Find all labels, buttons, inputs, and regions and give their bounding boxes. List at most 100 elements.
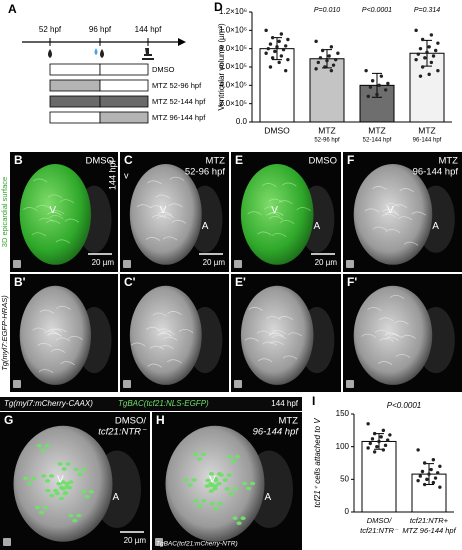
texture — [146, 326, 161, 331]
texture — [392, 204, 408, 209]
regimen-bar — [99, 63, 149, 76]
panel-letter: C — [124, 153, 133, 167]
texture — [372, 186, 387, 191]
data-point — [366, 446, 370, 450]
cell-nucleus — [196, 457, 203, 462]
cell-nucleus — [245, 486, 252, 491]
data-point — [372, 450, 377, 454]
texture — [39, 309, 54, 314]
texture — [32, 327, 47, 332]
bar — [361, 440, 397, 513]
timepoint-label: 96 hpf — [89, 25, 112, 34]
x-tick-label: MTZ 96-144 hpf — [402, 526, 456, 535]
data-point — [418, 46, 423, 51]
texture — [384, 211, 400, 216]
texture — [155, 194, 171, 199]
texture — [156, 215, 172, 220]
data-point — [279, 54, 284, 58]
cell-nucleus — [36, 443, 42, 448]
condition-label: 52-96 hpf — [185, 167, 226, 178]
cell-nucleus — [80, 489, 86, 494]
data-point — [425, 50, 429, 55]
heart-ventricle — [353, 164, 433, 265]
regimen-bar — [99, 79, 149, 92]
cell-nucleus — [84, 494, 90, 499]
texture — [279, 219, 295, 224]
data-point — [431, 54, 436, 58]
texture — [268, 211, 284, 216]
panel-letter: I — [312, 394, 315, 408]
texture — [262, 183, 277, 188]
texture — [397, 216, 413, 221]
data-point — [323, 65, 327, 69]
data-point — [381, 428, 386, 433]
data-point — [418, 474, 422, 478]
data-point — [377, 439, 381, 444]
cell-nucleus — [205, 478, 211, 483]
texture — [178, 328, 194, 333]
data-point — [336, 51, 340, 55]
texture — [244, 337, 260, 342]
micrograph — [120, 274, 229, 392]
cell-nucleus — [222, 478, 228, 482]
texture — [157, 332, 173, 337]
texture — [59, 199, 74, 204]
texture — [147, 363, 163, 368]
regimen-bar — [49, 95, 101, 108]
regimen-bar — [99, 95, 149, 108]
data-point — [422, 461, 427, 465]
texture — [149, 205, 165, 210]
panel-letter: A — [8, 2, 17, 16]
texture — [377, 361, 393, 366]
data-point — [414, 57, 418, 62]
data-point — [366, 94, 370, 99]
data-point — [316, 60, 320, 65]
cell-nucleus — [38, 510, 45, 515]
data-point — [436, 68, 440, 73]
texture — [169, 176, 184, 181]
cell-nucleus — [226, 473, 232, 477]
cell-nucleus — [236, 521, 242, 526]
data-point — [264, 28, 268, 33]
cell-nucleus — [45, 488, 51, 493]
texture — [389, 295, 405, 299]
chamber-label: A — [113, 492, 120, 503]
texture — [157, 211, 173, 216]
data-point — [438, 464, 442, 468]
heart-ventricle — [19, 164, 91, 265]
data-point — [275, 45, 279, 49]
cell-nucleus — [64, 485, 70, 489]
data-point — [427, 72, 431, 77]
data-point — [264, 51, 268, 55]
construct-label: TgBAC(tcf21:mCherry-NTR) — [156, 541, 238, 548]
texture — [149, 345, 165, 350]
y-tick-label: 100 — [336, 442, 350, 451]
texture — [256, 330, 272, 335]
data-point — [370, 79, 375, 83]
orientation-icon — [13, 260, 21, 268]
cell-nucleus — [88, 489, 94, 494]
orientation-icon — [346, 260, 354, 268]
side-label: Tg(myl7:EGFP-HRAS) — [0, 295, 9, 371]
cell-nucleus — [81, 467, 87, 472]
cell-nucleus — [212, 477, 219, 481]
data-point — [375, 444, 379, 449]
texture — [367, 307, 382, 312]
texture — [130, 342, 146, 347]
texture — [31, 232, 47, 237]
chamber-label: V — [209, 474, 216, 485]
orientation-icon — [13, 380, 21, 388]
drop-icon — [48, 49, 52, 58]
cell-nucleus — [60, 486, 66, 491]
data-point — [281, 47, 286, 52]
data-point — [420, 65, 425, 69]
texture — [35, 204, 51, 209]
texture — [287, 332, 302, 337]
p-value: P<0.0001 — [362, 7, 392, 14]
data-point — [320, 48, 325, 53]
cell-nucleus — [44, 479, 51, 483]
data-point — [433, 476, 438, 480]
cell-nucleus — [224, 487, 230, 491]
condition-label: MTZ — [278, 416, 298, 427]
data-point — [422, 482, 427, 487]
